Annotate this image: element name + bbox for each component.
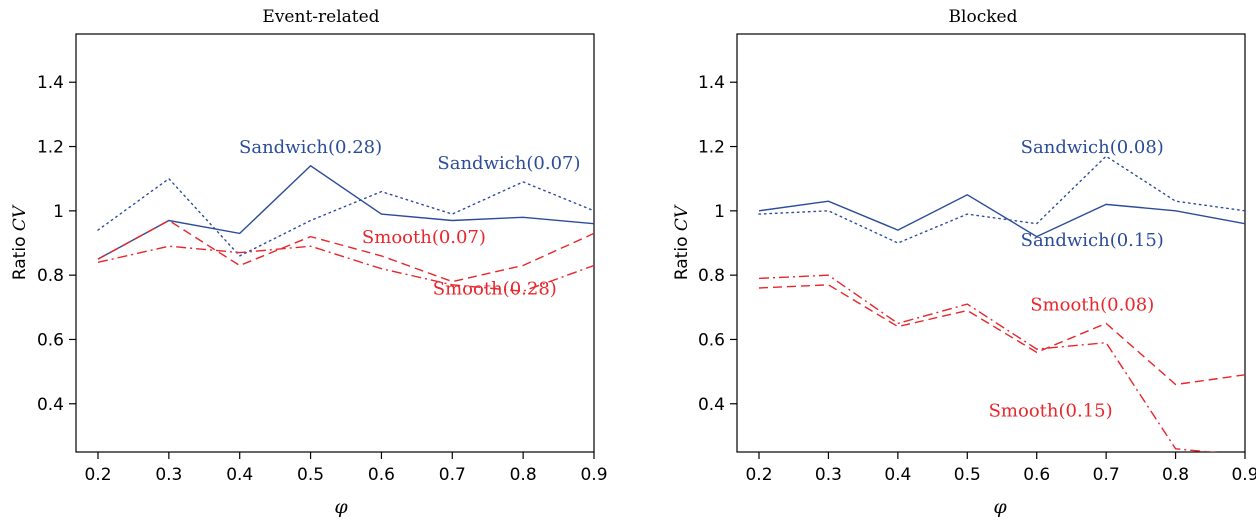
series-line-sandwich-0-07	[97, 177, 594, 257]
series-group	[97, 164, 594, 292]
series-annotation: Smooth(0.28)	[433, 278, 557, 299]
series-annotation: Sandwich(0.15)	[1021, 230, 1164, 251]
series-annotation: Smooth(0.15)	[989, 401, 1113, 422]
x-tick-label: 0.9	[1231, 465, 1256, 485]
annotation-group: Sandwich(0.28) Sandwich(0.07) Smooth(0.07)…	[239, 137, 581, 299]
series-line-smooth-0-08	[758, 284, 1245, 386]
y-tick-label: 0.8	[698, 266, 725, 286]
y-tick-label: 0.6	[37, 330, 64, 350]
series-group	[758, 155, 1245, 452]
series-annotation: Sandwich(0.28)	[239, 137, 382, 158]
series-line-smooth-0-28	[97, 245, 594, 292]
x-tick-label: 0.2	[745, 465, 772, 485]
x-tick-label: 0.5	[954, 465, 981, 485]
plot-frame	[75, 33, 595, 453]
x-tick-label: 0.8	[510, 465, 537, 485]
chart-panel-event-related: Event-related 0.4 0.6 0.8 1 1.2 1.4 0.2 0.3 0.4…	[10, 7, 608, 518]
x-tick-label: 0.7	[1093, 465, 1120, 485]
series-line-smooth-0-07	[97, 219, 594, 283]
y-tick-label: 1.4	[37, 73, 64, 93]
y-tick-label: 0.4	[698, 395, 725, 415]
x-tick-label: 0.4	[884, 465, 911, 485]
y-axis-label: Ratio CV	[672, 204, 692, 280]
chart-panel-blocked: Blocked 0.4 0.6 0.8 1 1.2 1.4 0.2 0.3 0.4 0.5 0.6…	[672, 7, 1256, 518]
chart-title: Blocked	[949, 7, 1018, 27]
y-axis: 0.4 0.6 0.8 1 1.2 1.4	[698, 73, 737, 415]
series-annotation: Sandwich(0.08)	[1021, 137, 1164, 158]
x-tick-label: 0.5	[297, 465, 324, 485]
series-annotation: Sandwich(0.07)	[437, 153, 580, 174]
y-tick-label: 1.2	[37, 138, 64, 158]
x-axis-label: φ	[993, 496, 1007, 518]
y-tick-label: 1.2	[698, 138, 725, 158]
annotation-group: Sandwich(0.08) Sandwich(0.15) Smooth(0.08)…	[989, 137, 1164, 422]
y-axis: 0.4 0.6 0.8 1 1.2 1.4	[37, 73, 76, 415]
x-tick-label: 0.7	[439, 465, 466, 485]
y-axis-label: Ratio CV	[10, 204, 30, 280]
series-line-sandwich-0-28	[97, 164, 594, 260]
y-tick-label: 0.6	[698, 330, 725, 350]
y-tick-label: 1	[714, 202, 725, 222]
x-tick-label: 0.6	[1023, 465, 1050, 485]
plot-frame	[736, 33, 1246, 453]
y-tick-label: 0.4	[37, 395, 64, 415]
x-axis: 0.2 0.3 0.4 0.5 0.6 0.7 0.8 0.9	[84, 452, 608, 485]
x-axis: 0.2 0.3 0.4 0.5 0.6 0.7 0.8 0.9	[745, 452, 1256, 485]
series-line-sandwich-0-08	[758, 155, 1245, 244]
x-tick-label: 0.9	[580, 465, 607, 485]
y-tick-label: 1	[53, 202, 64, 222]
series-annotation: Smooth(0.08)	[1030, 295, 1154, 316]
x-tick-label: 0.6	[368, 465, 395, 485]
series-line-smooth-0-15	[758, 274, 1218, 452]
x-tick-label: 0.4	[226, 465, 253, 485]
chart-title: Event-related	[262, 7, 379, 27]
y-tick-label: 1.4	[698, 73, 725, 93]
x-tick-label: 0.3	[815, 465, 842, 485]
x-tick-label: 0.3	[155, 465, 182, 485]
y-tick-label: 0.8	[37, 266, 64, 286]
series-annotation: Smooth(0.07)	[362, 227, 486, 248]
x-tick-label: 0.2	[84, 465, 111, 485]
x-axis-label: φ	[334, 496, 348, 518]
series-line-sandwich-0-15	[758, 194, 1245, 238]
x-tick-label: 0.8	[1162, 465, 1189, 485]
